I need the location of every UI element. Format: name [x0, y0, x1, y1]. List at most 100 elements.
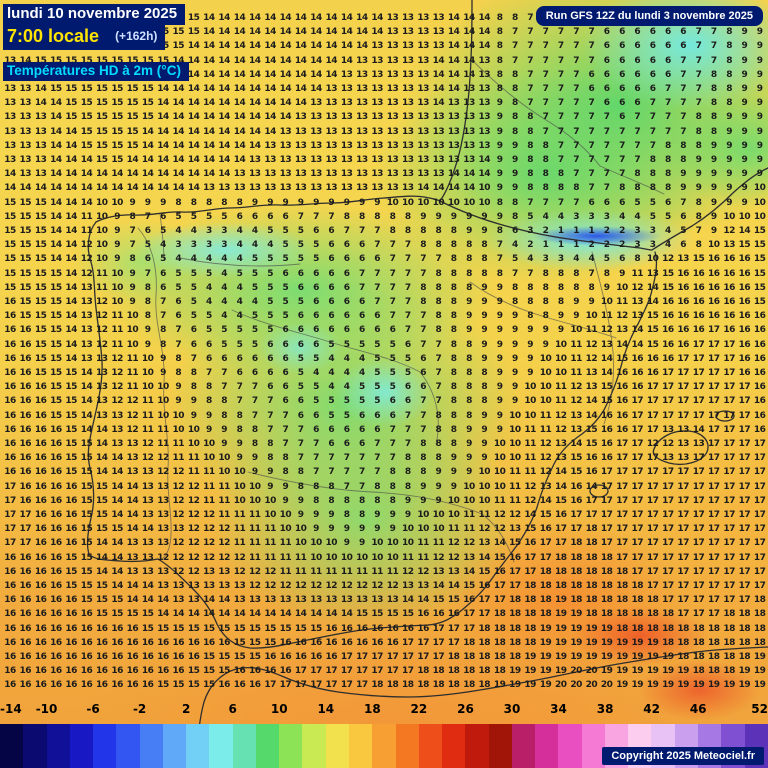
grid-temp-value: 18 [570, 538, 582, 548]
grid-temp-value: 14 [127, 581, 139, 591]
grid-temp-value: 7 [497, 254, 503, 264]
grid-temp-value: 13 [463, 112, 475, 122]
grid-temp-value: 15 [35, 340, 47, 350]
grid-temp-value: 12 [157, 467, 169, 477]
grid-temp-value: 6 [206, 340, 212, 350]
grid-temp-value: 16 [4, 425, 16, 435]
grid-temp-value: 10 [111, 198, 123, 208]
grid-temp-value: 8 [604, 269, 610, 279]
grid-temp-value: 14 [50, 155, 62, 165]
grid-temp-value: 11 [157, 439, 169, 449]
grid-temp-value: 13 [142, 482, 154, 492]
grid-temp-value: 14 [50, 112, 62, 122]
grid-temp-value: 14 [310, 70, 322, 80]
grid-temp-value: 5 [237, 325, 243, 335]
grid-temp-value: 16 [310, 638, 322, 648]
grid-temp-value: 17 [708, 467, 720, 477]
grid-temp-value: 14 [218, 84, 230, 94]
grid-temp-value: 8 [436, 269, 442, 279]
grid-temp-value: 9 [543, 325, 549, 335]
grid-temp-value: 5 [252, 325, 258, 335]
grid-temp-value: 15 [50, 411, 62, 421]
grid-temp-value: 14 [218, 127, 230, 137]
grid-temp-value: 8 [527, 283, 533, 293]
grid-temp-value: 16 [4, 609, 16, 619]
grid-temp-value: 12 [616, 311, 628, 321]
grid-temp-value: 12 [96, 311, 108, 321]
grid-temp-value: 4 [313, 368, 319, 378]
grid-temp-value: 8 [436, 325, 442, 335]
grid-temp-value: 16 [35, 439, 47, 449]
grid-temp-value: 11 [417, 553, 429, 563]
grid-temp-value: 15 [111, 524, 123, 534]
grid-temp-value: 5 [374, 368, 380, 378]
scale-tick-label: 52 [751, 702, 768, 716]
grid-temp-value: 12 [555, 411, 567, 421]
grid-temp-value: 15 [264, 638, 276, 648]
grid-temp-value: 8 [589, 283, 595, 293]
grid-temp-value: 9 [191, 396, 197, 406]
grid-temp-value: 10 [509, 439, 521, 449]
grid-temp-value: 16 [65, 638, 77, 648]
grid-temp-value: 13 [632, 311, 644, 321]
grid-temp-value: 8 [466, 283, 472, 293]
grid-temp-value: 13 [463, 127, 475, 137]
grid-temp-value: 14 [142, 155, 154, 165]
grid-temp-value: 15 [96, 524, 108, 534]
grid-temp-value: 18 [463, 638, 475, 648]
scale-tick-label: 18 [364, 702, 381, 716]
grid-temp-value: 4 [328, 382, 334, 392]
grid-temp-value: 18 [555, 553, 567, 563]
grid-temp-value: 9 [711, 169, 717, 179]
grid-temp-value: 16 [35, 425, 47, 435]
grid-temp-value: 15 [218, 666, 230, 676]
grid-temp-value: 17 [20, 510, 32, 520]
grid-temp-value: 13 [677, 254, 689, 264]
grid-temp-value: 17 [708, 382, 720, 392]
grid-temp-value: 11 [280, 553, 292, 563]
grid-temp-value: 18 [616, 609, 628, 619]
scale-tick-label: 6 [229, 702, 237, 716]
grid-temp-value: 9 [711, 226, 717, 236]
grid-temp-value: 16 [356, 624, 368, 634]
grid-temp-value: 13 [234, 595, 246, 605]
grid-temp-value: 8 [696, 198, 702, 208]
grid-temp-value: 7 [589, 169, 595, 179]
grid-temp-value: 19 [754, 652, 766, 662]
grid-temp-value: 5 [650, 212, 656, 222]
grid-temp-value: 8 [512, 212, 518, 222]
grid-temp-value: 6 [619, 27, 625, 37]
grid-temp-value: 13 [341, 183, 353, 193]
grid-temp-value: 7 [436, 254, 442, 264]
grid-temp-value: 6 [634, 41, 640, 51]
grid-temp-value: 16 [20, 325, 32, 335]
grid-temp-value: 3 [589, 212, 595, 222]
grid-temp-value: 7 [436, 382, 442, 392]
grid-temp-value: 12 [371, 581, 383, 591]
grid-temp-value: 14 [127, 510, 139, 520]
grid-temp-value: 8 [206, 382, 212, 392]
grid-temp-value: 5 [175, 269, 181, 279]
grid-temp-value: 6 [619, 98, 625, 108]
grid-temp-value: 8 [145, 283, 151, 293]
grid-temp-value: 9 [374, 524, 380, 534]
grid-temp-value: 9 [466, 425, 472, 435]
grid-temp-value: 7 [696, 70, 702, 80]
grid-temp-value: 13 [433, 127, 445, 137]
grid-temp-value: 17 [739, 510, 751, 520]
grid-temp-value: 4 [252, 240, 258, 250]
grid-temp-value: 9 [175, 396, 181, 406]
grid-temp-value: 17 [524, 567, 536, 577]
grid-temp-value: 13 [111, 411, 123, 421]
grid-temp-value: 16 [35, 581, 47, 591]
grid-temp-value: 13 [4, 56, 16, 66]
grid-temp-value: 17 [708, 368, 720, 378]
grid-temp-value: 10 [494, 467, 506, 477]
grid-temp-value: 15 [402, 609, 414, 619]
grid-temp-value: 13 [142, 510, 154, 520]
grid-temp-value: 9 [742, 183, 748, 193]
grid-temp-value: 17 [463, 609, 475, 619]
grid-temp-value: 8 [650, 155, 656, 165]
grid-temp-value: 16 [50, 553, 62, 563]
grid-temp-value: 17 [586, 496, 598, 506]
